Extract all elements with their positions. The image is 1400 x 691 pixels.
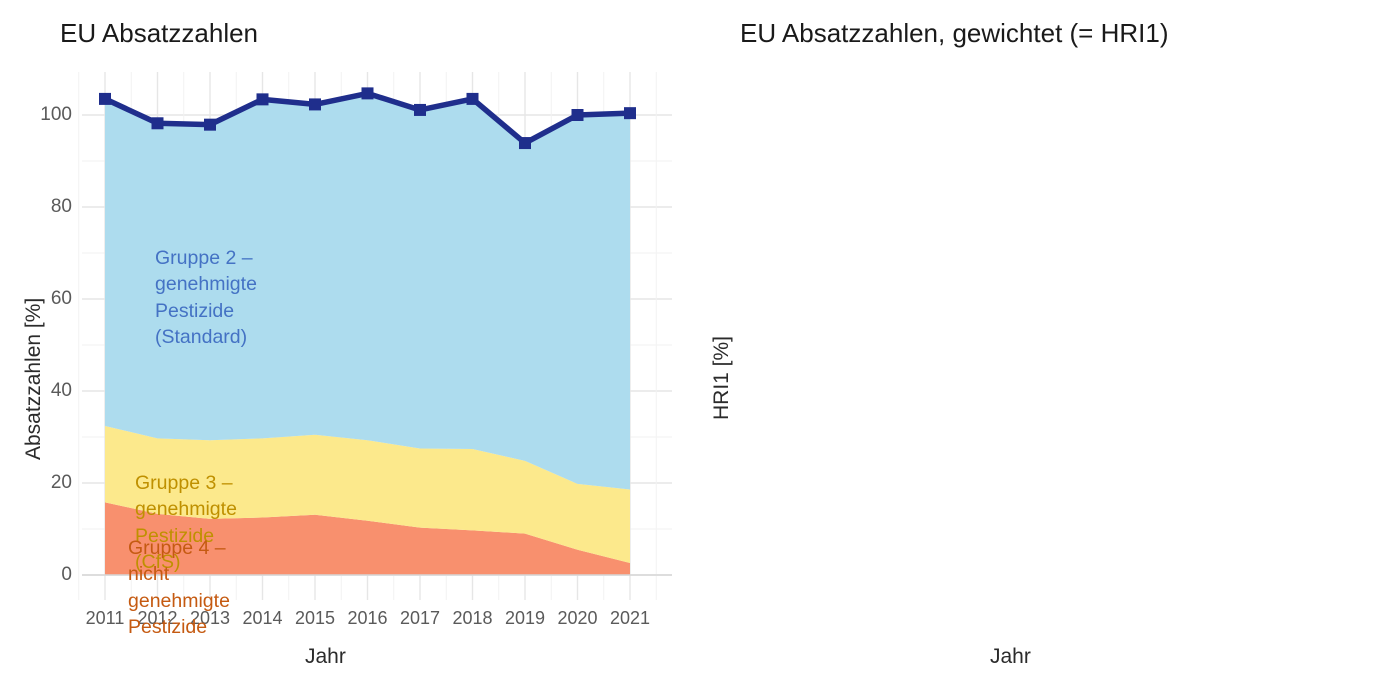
x-tick-left-2013: 2013 xyxy=(189,608,231,628)
line-marker-left-2013 xyxy=(204,118,216,131)
line-marker-left-2016 xyxy=(361,87,374,100)
line-marker-left-2017 xyxy=(414,103,426,116)
x-tick-left-2020: 2020 xyxy=(557,608,598,628)
total-line-left xyxy=(102,90,633,146)
y-tick-left-60: 60 xyxy=(50,288,72,309)
line-marker-left-2018 xyxy=(466,92,479,105)
x-tick-left-2015: 2015 xyxy=(294,608,336,628)
area-label-group4-left: Gruppe 4 – nicht genehmigte Pestizide xyxy=(128,537,230,638)
line-marker-left-2014 xyxy=(256,93,269,106)
y-tick-right-60: 60 xyxy=(1390,288,1400,310)
panel-title-left: EU Absatzzahlen xyxy=(60,18,259,48)
y-tick-left-80: 80 xyxy=(50,196,72,217)
x-axis-label-left: Jahr xyxy=(305,645,346,668)
panel-eu-absatzzahlen: EU Absatzzahlen Absatzzahlen [%] Jahr 0 2… xyxy=(22,18,672,668)
line-marker-left-2011 xyxy=(99,92,111,105)
y-tick-right-0: 0 xyxy=(1390,564,1400,586)
line-marker-left-2015 xyxy=(309,98,321,111)
x-tick-left-2011: 2011 xyxy=(85,608,125,628)
line-marker-left-2019 xyxy=(519,137,531,150)
y-tick-right-80: 80 xyxy=(1390,196,1400,218)
line-marker-left-2012 xyxy=(151,117,164,130)
y-axis-label-right: HRI1 [%] xyxy=(710,335,733,420)
panel-hri1: EU Absatzzahlen, gewichtet (= HRI1) HRI1… xyxy=(700,0,1400,691)
area-label-group2-left: Gruppe 2 – genehmigte Pestizide (Standar… xyxy=(155,247,257,348)
panel-title-right: EU Absatzzahlen, gewichtet (= HRI1) xyxy=(740,18,1169,48)
y-tick-left-0: 0 xyxy=(61,564,72,585)
x-tick-left-2021: 2021 xyxy=(609,608,651,628)
line-marker-left-2020 xyxy=(571,109,584,121)
y-tick-right-20: 20 xyxy=(1390,472,1400,494)
y-tick-right-100: 100 xyxy=(1390,104,1400,126)
x-tick-left-2017: 2017 xyxy=(399,608,441,628)
x-axis-label-right: Jahr xyxy=(990,645,1031,668)
y-tick-left-40: 40 xyxy=(50,380,72,401)
x-tick-left-2019: 2019 xyxy=(504,608,546,628)
x-tick-left-2014: 2014 xyxy=(242,608,283,628)
y-tick-left-100: 100 xyxy=(40,104,72,125)
y-tick-left-20: 20 xyxy=(50,472,72,493)
x-tick-left-2016: 2016 xyxy=(347,608,388,628)
x-tick-left-2018: 2018 xyxy=(452,608,493,628)
y-tick-right-40: 40 xyxy=(1390,380,1400,402)
y-axis-label-left: Absatzzahlen [%] xyxy=(22,297,45,460)
x-tick-left-2012: 2012 xyxy=(137,608,178,628)
area-label-group3-left: Gruppe 3 – genehmigte Pestizide (CfS) xyxy=(135,472,237,573)
chart-svg-right xyxy=(700,0,1400,691)
line-marker-left-2021 xyxy=(624,107,636,120)
